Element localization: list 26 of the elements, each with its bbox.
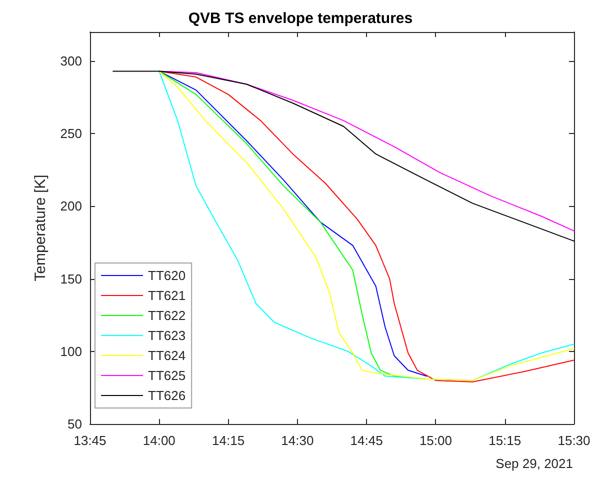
chart-title: QVB TS envelope temperatures [188, 10, 413, 27]
y-tick-label: 100 [60, 344, 82, 359]
y-tick-label: 50 [68, 416, 82, 432]
line-series [158, 70, 574, 232]
x-tick-label: 15:15 [488, 433, 522, 448]
legend-label: TT623 [148, 328, 186, 343]
legend-label: TT620 [148, 268, 186, 283]
legend-label: TT624 [148, 348, 186, 363]
x-tick-label: 14:15 [212, 433, 245, 448]
legend-label: TT621 [148, 288, 186, 303]
x-tick-label: 13:45 [74, 433, 106, 448]
legend-label: TT625 [148, 368, 186, 383]
y-tick-label: 250 [60, 126, 82, 142]
x-tick-label: 15:00 [419, 433, 452, 448]
y-tick-label: 150 [60, 271, 82, 286]
y-tick-label: 200 [60, 198, 82, 214]
x-tick-label: 14:30 [281, 433, 314, 448]
x-tick-label: 15:30 [558, 433, 590, 448]
legend-label: TT626 [148, 388, 186, 403]
line-series [112, 70, 574, 242]
x-tick-label: 14:00 [142, 433, 176, 448]
legend-label: TT622 [148, 308, 186, 323]
y-axis-title: Temperature [K] [32, 174, 49, 282]
y-tick-label: 300 [60, 54, 82, 69]
text: Sep 29, 2021 [496, 456, 574, 471]
x-tick-label: 14:45 [350, 433, 383, 448]
